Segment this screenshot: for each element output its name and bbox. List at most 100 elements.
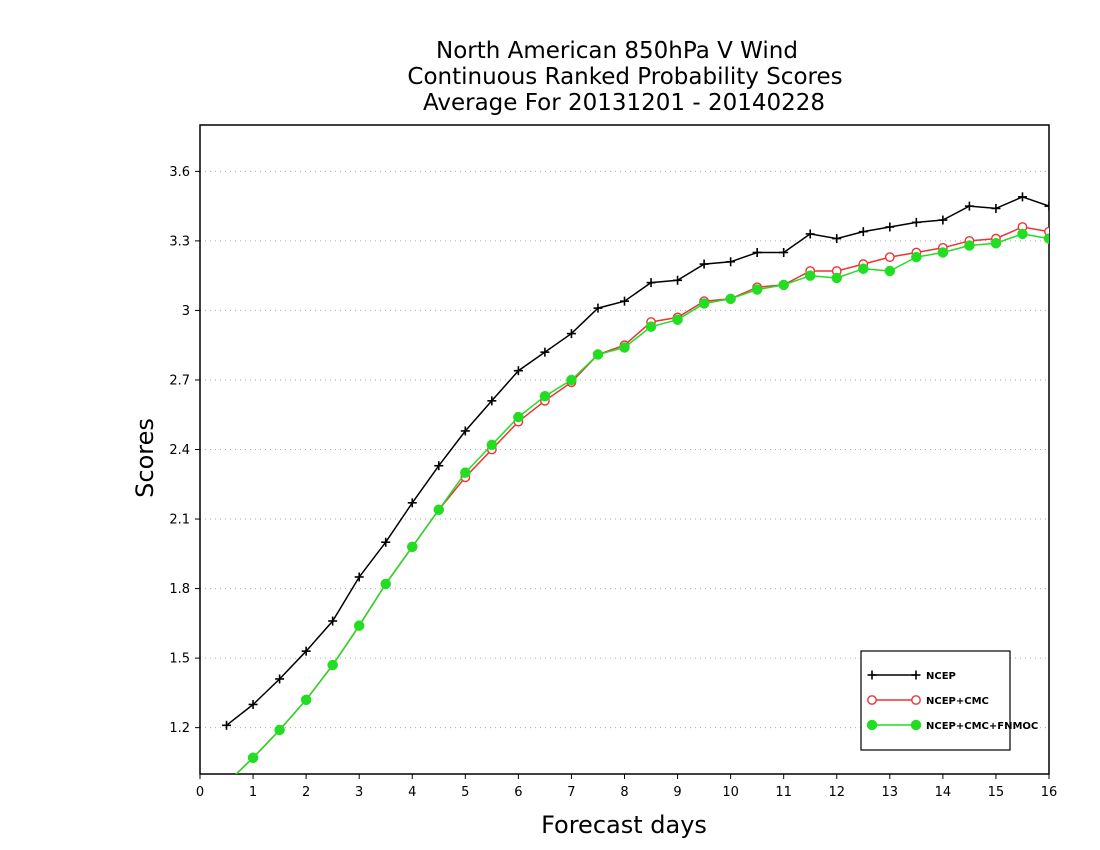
legend-marker [866,719,878,731]
y-tick-label: 1.5 [169,652,190,667]
data-point [779,247,789,257]
x-axis: 0 1 2 3 4 5 6 7 8 9 10 11 12 13 14 15 16 [196,774,1057,800]
y-axis-title: Scores [131,418,159,498]
data-point [354,572,364,582]
data-point [937,247,949,258]
data-point [407,541,418,553]
legend: NCEP NCEP+CMC NCEP+CMC+FNMOC [860,650,1038,751]
title-line-1: North American 850hPa V Wind [436,38,798,64]
x-tick-label: 6 [514,785,522,800]
data-point [486,439,498,451]
data-point [1043,233,1049,244]
legend-marker [911,695,921,705]
y-tick-label: 1.8 [169,582,190,597]
y-tick-label: 1.2 [169,721,190,736]
y-tick-label: 2.7 [169,373,190,388]
data-point [1017,192,1027,202]
data-point [672,314,683,325]
data-point [884,265,896,277]
data-point [752,247,762,257]
data-point [990,237,1002,249]
series-line-ncep [226,196,1049,726]
x-tick-label: 1 [249,785,257,800]
data-point [327,659,338,671]
data-point [539,390,551,402]
legend-marker [867,670,877,680]
x-tick-label: 13 [882,785,899,800]
data-point [619,342,630,353]
data-point [222,778,232,788]
legend-marker [867,695,877,705]
data-point [938,215,948,225]
data-point [673,275,683,285]
data-point [964,240,975,251]
data-point [434,461,444,471]
data-point [885,222,895,232]
legend-marker [911,670,921,680]
data-point [328,616,338,626]
data-point [725,293,736,305]
data-point [274,724,285,736]
y-tick-label: 2.4 [169,443,190,458]
data-point [751,284,763,295]
x-tick-label: 3 [355,785,363,800]
data-point [300,694,312,706]
data-point [804,270,816,281]
x-tick-label: 14 [935,785,952,800]
data-point [566,329,576,339]
series-group [222,192,1049,788]
data-point [460,426,470,436]
title-line-2: Continuous Ranked Probability Scores [407,64,842,90]
data-point [831,272,842,284]
data-point [646,278,656,288]
data-point [592,349,604,360]
data-point [407,498,417,508]
data-point [513,366,523,376]
data-point [884,252,895,263]
data-point [645,321,657,332]
series-ncep [222,192,1049,730]
data-point [513,411,524,423]
title-line-3: Average For 20131201 - 20140228 [423,90,825,116]
x-tick-label: 15 [988,785,1005,800]
legend-entry: NCEP+CMC+FNMOC [866,719,1038,732]
data-point [805,229,815,239]
data-point [858,227,868,237]
data-point [301,646,311,656]
data-point [275,674,285,684]
data-point [540,347,550,357]
data-point [248,699,258,709]
legend-label: NCEP [926,671,956,682]
x-tick-label: 8 [620,785,628,800]
data-point [222,779,230,787]
data-point [699,259,709,269]
data-point [222,720,232,730]
x-axis-title: Forecast days [541,811,707,839]
x-tick-label: 5 [461,785,469,800]
x-tick-label: 7 [567,785,575,800]
x-tick-label: 10 [722,785,739,800]
data-point [433,504,445,516]
y-axis: 1.2 1.5 1.8 2.1 2.4 2.7 3 3.3 3.6 [169,165,200,736]
chart-title: North American 850hPa V Wind Continuous … [407,38,842,116]
data-point [620,296,629,306]
data-point [911,251,922,263]
data-point [964,201,974,211]
legend-marker [910,719,922,731]
data-point [566,374,577,386]
data-point [1017,228,1028,240]
data-point [911,217,921,227]
y-tick-label: 3.6 [169,165,190,180]
data-point [778,279,789,291]
y-tick-label: 2.1 [169,513,190,528]
data-point [380,578,391,590]
x-tick-label: 11 [775,785,792,800]
x-tick-label: 4 [408,785,416,800]
data-point [1044,201,1049,211]
data-point [353,620,365,631]
data-point [832,234,842,244]
grid-lines [200,170,1049,729]
data-point [726,257,736,267]
data-point [247,752,259,764]
